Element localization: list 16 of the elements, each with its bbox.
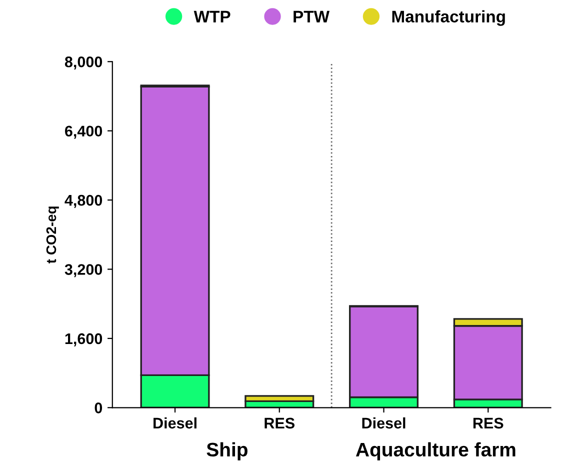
legend-label: PTW — [294, 10, 330, 22]
legend-label: WTP — [194, 10, 230, 22]
x-tick-label: Diesel — [154, 417, 196, 429]
y-tick-label: 0 — [94, 402, 102, 414]
y-tick-label: 3,200 — [64, 264, 102, 278]
y-tick-label: 8,000 — [64, 56, 102, 70]
y-tick-label: 1,600 — [65, 333, 102, 346]
y-tick-label: 4,800 — [64, 194, 102, 208]
text: Aquaculture farm — [356, 442, 516, 460]
text: Ship — [206, 442, 248, 460]
y-axis-title: t CO2-eq — [46, 206, 59, 264]
x-tick-label: Diesel — [362, 417, 406, 429]
x-tick-label: RES — [473, 418, 504, 429]
y-tick-label: 6,400 — [65, 126, 102, 139]
legend-label: Manufacturing — [392, 10, 505, 26]
x-tick-label: RES — [264, 418, 295, 429]
